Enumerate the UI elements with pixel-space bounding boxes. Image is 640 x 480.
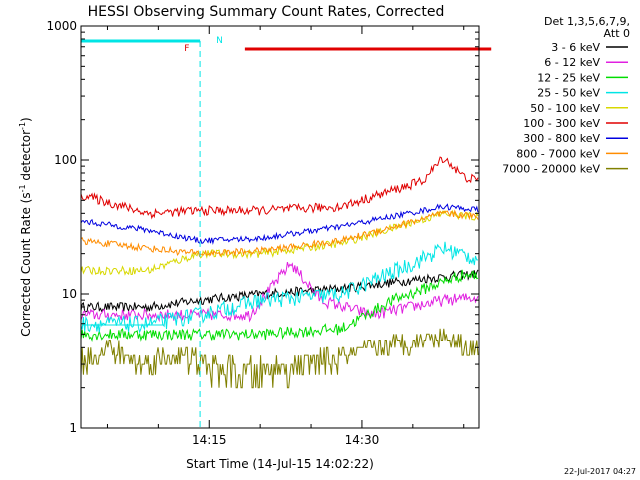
y-axis: 1 10 100 1000 bbox=[46, 19, 479, 435]
legend-label: 7000 - 20000 keV bbox=[502, 163, 600, 176]
legend-header-line-2: Att 0 bbox=[604, 27, 630, 40]
y-tick-label: 100 bbox=[54, 153, 77, 167]
y-axis-label: Corrected Count Rate (s-1 detector-1) bbox=[18, 117, 33, 336]
legend-label: 100 - 300 keV bbox=[523, 117, 600, 130]
series-line-8 bbox=[81, 328, 479, 389]
x-tick-label: 14:15 bbox=[192, 433, 227, 447]
y-tick-label: 1000 bbox=[46, 19, 77, 33]
chart-title: HESSI Observing Summary Count Rates, Cor… bbox=[88, 4, 445, 20]
series-line-0 bbox=[81, 269, 479, 313]
x-axis-label: Start Time (14-Jul-15 14:02:22) bbox=[186, 457, 374, 471]
series-line-2 bbox=[81, 269, 479, 343]
legend-header-line-1: Det 1,3,5,6,7,9, bbox=[544, 15, 630, 28]
y-tick-label: 10 bbox=[62, 287, 77, 301]
night-flag-label: N bbox=[216, 36, 223, 46]
overlay-layer: FN bbox=[81, 36, 492, 428]
legend-label: 3 - 6 keV bbox=[551, 41, 600, 54]
y-tick-label: 1 bbox=[69, 421, 77, 435]
series-line-7 bbox=[81, 209, 479, 258]
timestamp: 22-Jul-2017 04:27 bbox=[564, 467, 636, 476]
legend-label: 12 - 25 keV bbox=[537, 71, 600, 84]
series-line-1 bbox=[81, 261, 479, 323]
series-line-5 bbox=[81, 156, 479, 220]
series-line-3 bbox=[81, 241, 479, 334]
legend-label: 800 - 7000 keV bbox=[516, 147, 600, 160]
legend-label: 300 - 800 keV bbox=[523, 132, 600, 145]
series-line-6 bbox=[81, 203, 479, 245]
legend-label: 6 - 12 keV bbox=[544, 56, 600, 69]
series-line-4 bbox=[81, 209, 479, 276]
x-tick-label: 14:30 bbox=[345, 433, 380, 447]
legend-label: 25 - 50 keV bbox=[537, 87, 600, 100]
plot-frame bbox=[80, 25, 480, 429]
legend: Det 1,3,5,6,7,9, Att 0 3 - 6 keV 6 - 12 k… bbox=[502, 15, 630, 176]
x-axis: 14:15 14:30 bbox=[106, 26, 465, 447]
series-layer bbox=[81, 156, 479, 389]
flare-flag-label: F bbox=[184, 44, 189, 54]
legend-label: 50 - 100 keV bbox=[530, 102, 600, 115]
